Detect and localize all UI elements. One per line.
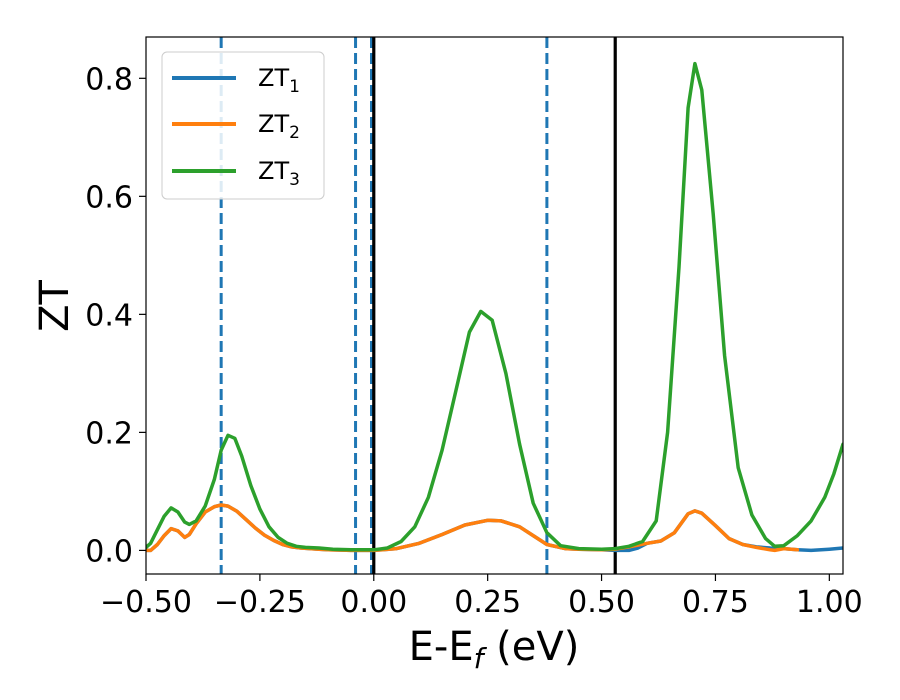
x-tick-label: −0.50 xyxy=(100,585,192,620)
x-tick-label: 0.50 xyxy=(568,585,635,620)
x-tick-label: 0.25 xyxy=(454,585,521,620)
series-line-zt2 xyxy=(146,503,800,553)
plot-frame xyxy=(145,36,844,575)
x-tick-label: 0.75 xyxy=(682,585,749,620)
y-tick-label: 0.8 xyxy=(85,62,133,97)
legend-entry-zt3: ZT3 xyxy=(258,157,300,190)
y-axis-label: ZT xyxy=(32,280,78,332)
legend-entry-zt1-subscript: 1 xyxy=(289,77,300,97)
legend-box xyxy=(161,51,325,200)
y-tick-label: 0.0 xyxy=(85,534,133,569)
y-tick-label: 0.2 xyxy=(85,416,133,451)
y-tick-label: 0.6 xyxy=(85,180,133,215)
legend-entry-zt3-name: ZT xyxy=(258,157,289,185)
y-tick-label: 0.4 xyxy=(85,298,133,333)
legend-entry-zt2-subscript: 2 xyxy=(289,123,300,143)
legend-entry-zt1-name: ZT xyxy=(258,64,289,92)
legend-entry-zt2: ZT2 xyxy=(258,110,300,143)
legend-entry-zt3-subscript: 3 xyxy=(289,170,300,190)
x-tick-label: −0.25 xyxy=(214,585,306,620)
series-line-zt3 xyxy=(146,61,843,552)
series-lines xyxy=(146,61,843,553)
legend: ZT1 ZT2 ZT3 xyxy=(161,51,325,200)
x-tick-label: 1.00 xyxy=(796,585,863,620)
legend-entry-zt2-name: ZT xyxy=(258,110,289,138)
legend-entry-zt1: ZT1 xyxy=(258,64,300,97)
x-axis-label-unit: (eV) xyxy=(483,624,579,670)
x-tick-label: 0.00 xyxy=(340,585,407,620)
y-axis-ticks: 0.0 0.2 0.4 0.6 0.8 xyxy=(85,62,146,569)
x-axis-label: E-Ef (eV) xyxy=(409,624,580,675)
x-axis-label-main: E-E xyxy=(409,624,474,670)
x-axis-ticks: −0.50 −0.25 0.00 0.25 0.50 0.75 1.00 xyxy=(100,574,863,620)
